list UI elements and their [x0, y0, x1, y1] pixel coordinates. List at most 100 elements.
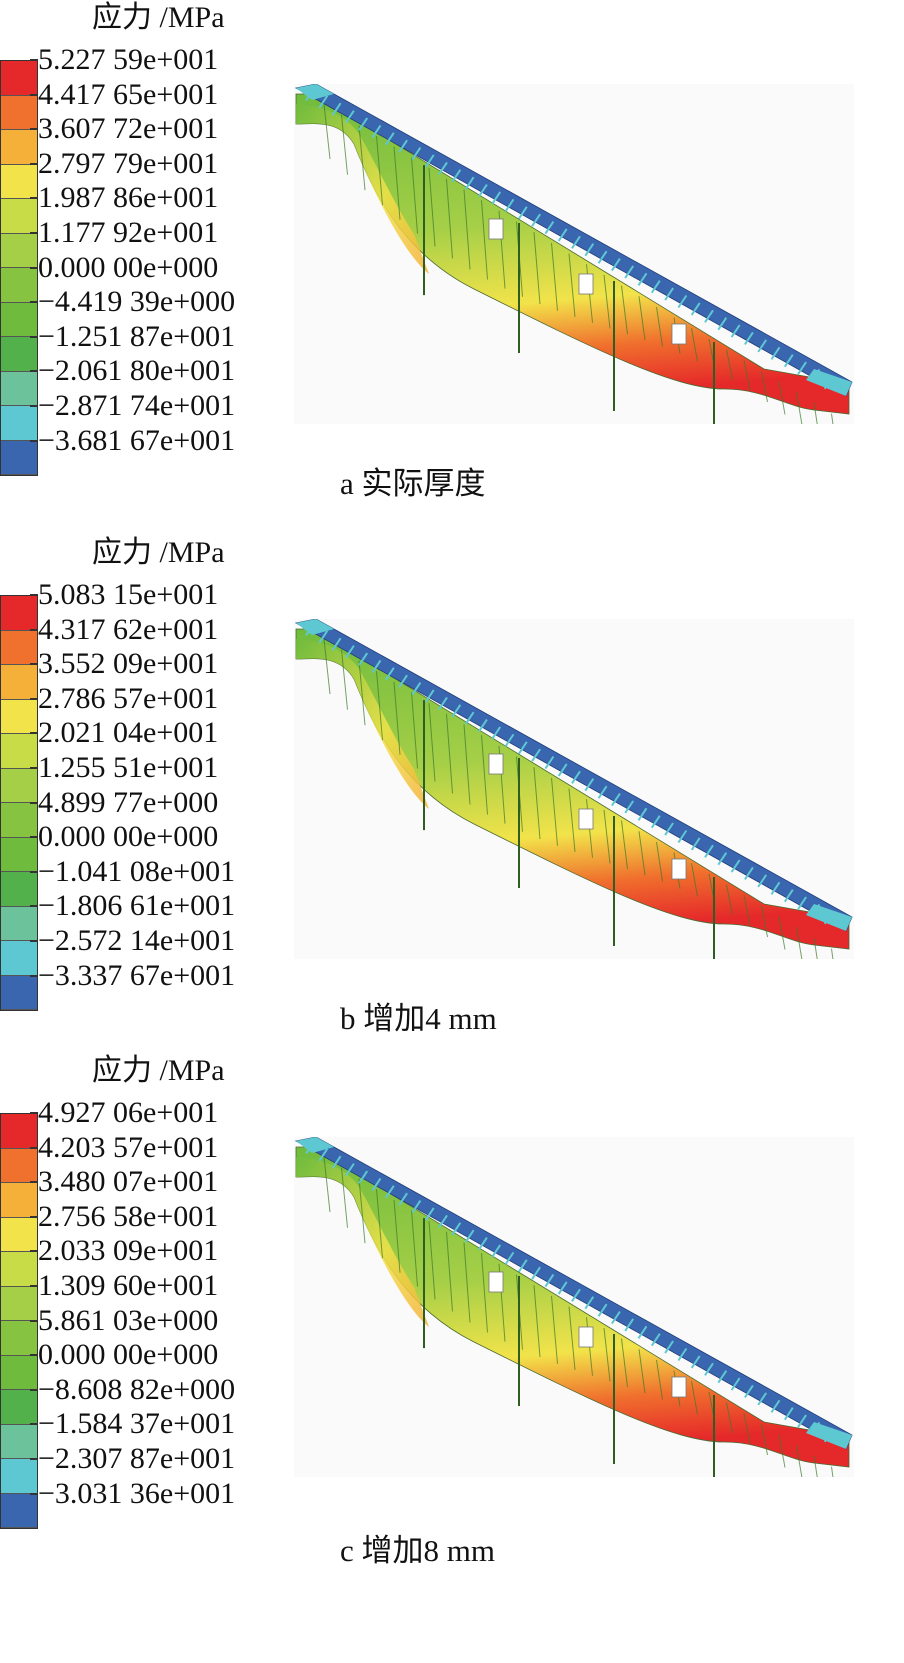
- flange-rib: [411, 147, 422, 161]
- stiffener-line: [568, 1306, 576, 1370]
- stiffener-line: [621, 1338, 628, 1388]
- color-swatch: [1, 975, 37, 1010]
- stiffener-line: [621, 285, 628, 335]
- panel-a: 应力 /MPa 5.227 59e+001 4.417 65e+001 3.607 …: [0, 0, 904, 535]
- flange-rib: [637, 1325, 648, 1339]
- stiffener-line: [691, 328, 698, 362]
- stiffener-line: [446, 178, 453, 259]
- flange-rib: [451, 704, 462, 718]
- stiffener-line: [638, 1349, 646, 1394]
- flange-rib: [464, 1229, 475, 1243]
- stiffener-line: [761, 370, 768, 403]
- panel-caption: a 实际厚度: [340, 466, 486, 501]
- flange-rib: [650, 1333, 661, 1347]
- flange-rib: [451, 169, 462, 183]
- color-swatch: [1, 906, 37, 941]
- flange-rib: [411, 682, 422, 696]
- color-swatch: [1, 699, 37, 734]
- tick-label: −3.681 67e+001: [29, 423, 236, 457]
- flange-rib: [517, 1259, 528, 1273]
- stiffener-line: [376, 136, 383, 206]
- stiffener-line: [393, 1199, 401, 1273]
- flange-rib: [650, 280, 661, 294]
- flange-rib: [584, 1296, 595, 1310]
- color-swatch: [1, 440, 37, 475]
- flange-rib: [704, 844, 714, 858]
- flange-rib: [717, 852, 728, 866]
- color-swatch: [1, 768, 37, 803]
- stiffener-line: [481, 735, 488, 815]
- flange-rib: [305, 87, 315, 102]
- color-swatch: [1, 1424, 37, 1459]
- color-swatch: [1, 803, 37, 838]
- stiffener-line: [358, 1178, 366, 1244]
- color-scale-bar: [0, 1113, 38, 1529]
- flange-rib: [517, 206, 528, 220]
- web-opening: [578, 273, 594, 295]
- flange-rib: [730, 1377, 741, 1391]
- beam-end-flare: [296, 639, 429, 809]
- flange-rib: [464, 176, 475, 190]
- flange-rib: [531, 1266, 541, 1280]
- web-opening: [671, 323, 687, 345]
- flange-rib: [744, 331, 754, 346]
- flange-rib: [544, 755, 555, 770]
- beam-end-flare: [296, 104, 429, 274]
- stiffener-line: [831, 413, 834, 424]
- color-swatch: [1, 371, 37, 406]
- tick-label: 1.255 51e+001: [29, 751, 219, 784]
- flange-rib: [398, 139, 408, 153]
- web-opening: [488, 1271, 504, 1293]
- color-swatch: [1, 734, 37, 769]
- tick-label: 3.480 07e+001: [29, 1165, 219, 1199]
- stiffener-line: [358, 125, 366, 191]
- tick-label: 5.861 03e+000: [29, 1303, 219, 1337]
- flange-rib: [438, 1214, 448, 1228]
- flange-rib: [717, 1370, 728, 1384]
- color-swatch: [1, 630, 37, 665]
- stiffener-line: [323, 1157, 331, 1213]
- flange-rib: [544, 220, 555, 235]
- flange-rib: [624, 800, 635, 814]
- color-swatch: [1, 1217, 37, 1252]
- color-swatch: [1, 268, 37, 303]
- flange-rib: [478, 184, 488, 198]
- flange-rib: [797, 1414, 807, 1428]
- flange-rib: [677, 294, 688, 309]
- tick-label: −2.061 80e+001: [29, 354, 236, 388]
- stiffener-line: [533, 232, 541, 305]
- flange-rib: [424, 1207, 435, 1221]
- color-swatch: [1, 1183, 37, 1218]
- stiffener-line: [796, 1445, 803, 1477]
- stiffener-line: [551, 242, 558, 311]
- flange-rib: [384, 667, 395, 681]
- color-scale-bar: [0, 60, 38, 476]
- flange-rib: [664, 1340, 674, 1354]
- color-swatch: [1, 130, 37, 165]
- tick-label: 4.899 77e+000: [29, 785, 219, 819]
- legend-title: 应力 /MPa: [92, 1054, 225, 1087]
- flange-rib: [424, 154, 435, 168]
- flange-rib: [584, 778, 595, 792]
- stiffener-line: [411, 157, 418, 234]
- color-swatch: [1, 1286, 37, 1321]
- stiffener-line: [551, 1295, 558, 1364]
- tick-label: −4.419 39e+000: [29, 285, 236, 319]
- flange-rib: [704, 1362, 714, 1376]
- stiffener-line: [376, 1189, 383, 1259]
- flange-rib: [730, 859, 741, 873]
- color-swatch: [1, 199, 37, 234]
- flange-rib: [384, 1185, 395, 1199]
- stiffener-line: [341, 649, 348, 710]
- stiffener-line: [533, 1285, 541, 1358]
- stiffener-line: [428, 168, 436, 247]
- flange-end-cap: [296, 84, 334, 100]
- flange-rib: [371, 1177, 382, 1191]
- flange-rib: [757, 1392, 768, 1406]
- stiffener-line: [638, 831, 646, 876]
- color-swatch: [1, 665, 37, 700]
- color-swatch: [1, 1459, 37, 1494]
- stiffener-line: [446, 713, 453, 794]
- flange-rib: [717, 317, 728, 331]
- tick-label: −3.337 67e+001: [29, 958, 236, 992]
